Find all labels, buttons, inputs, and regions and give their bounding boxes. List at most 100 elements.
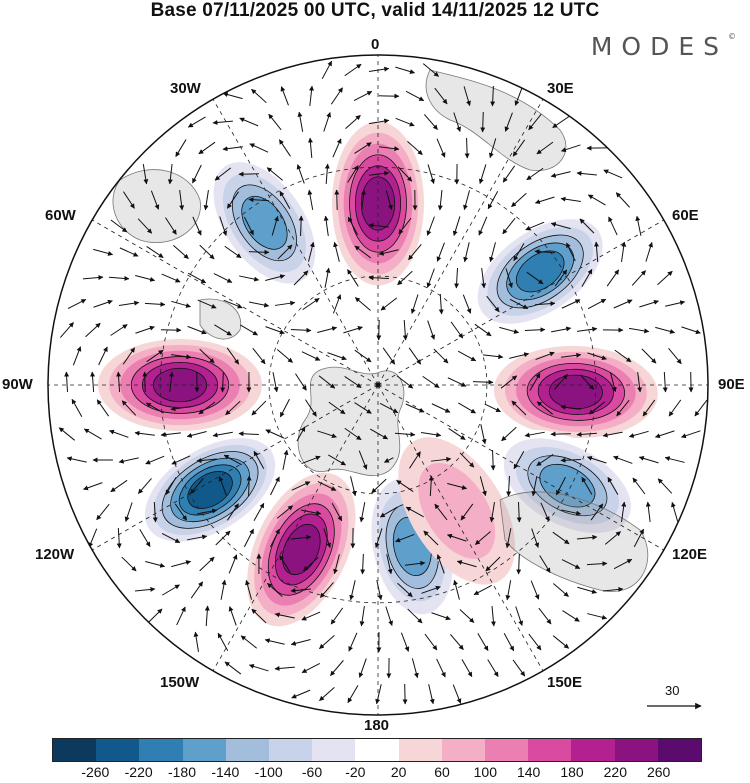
- wind-arrow: [251, 88, 267, 104]
- wind-arrow: [378, 146, 400, 152]
- map-border: [47, 54, 709, 716]
- wind-arrow: [602, 586, 624, 592]
- wind-arrow: [354, 349, 372, 363]
- wind-arrow: [586, 561, 608, 567]
- wind-arrow: [396, 479, 414, 493]
- wind-arrow: [631, 270, 646, 286]
- wind-arrow: [397, 166, 413, 182]
- wind-arrow: [331, 502, 343, 522]
- wind-arrow: [560, 457, 581, 463]
- wind-arrow: [147, 608, 163, 624]
- wind-arrow: [88, 528, 98, 548]
- polar-map: [47, 54, 709, 716]
- wind-arrow: [534, 196, 555, 205]
- wind-arrow: [560, 144, 581, 153]
- wind-arrow: [586, 455, 607, 464]
- wind-arrow: [301, 455, 321, 465]
- wind-arrow: [296, 164, 305, 184]
- wind-arrow: [576, 170, 597, 176]
- wind-arrow: [657, 270, 673, 286]
- wind-arrow: [317, 326, 338, 333]
- wind-arrow: [161, 273, 181, 283]
- wind-arrow: [505, 580, 512, 601]
- wind-arrow: [509, 352, 530, 359]
- wind-arrow: [459, 609, 475, 623]
- wind-arrow: [145, 402, 164, 414]
- wind-arrow: [122, 347, 136, 365]
- wind-arrow: [433, 348, 449, 364]
- wind-arrow: [395, 533, 415, 543]
- wind-arrow: [359, 502, 366, 523]
- wind-arrow: [587, 352, 607, 361]
- positive-center-150e-level: [418, 462, 496, 559]
- wind-arrow: [430, 456, 452, 462]
- wind-arrow: [463, 190, 471, 211]
- wind-arrow: [303, 556, 319, 572]
- wind-arrow: [645, 501, 651, 522]
- wind-arrow: [550, 171, 571, 178]
- wind-arrow: [290, 588, 311, 594]
- positive-center-90w: [98, 339, 262, 431]
- wind-arrow: [82, 275, 104, 281]
- wind-arrow: [436, 554, 445, 574]
- wind-arrow: [655, 326, 676, 334]
- negative-center-30w: [204, 150, 325, 295]
- wind-arrow: [576, 431, 597, 437]
- colorbar-tick-label: -180: [167, 764, 197, 780]
- wind-arrow: [554, 374, 568, 390]
- wind-arrow: [265, 326, 285, 335]
- wind-arrow: [110, 324, 128, 336]
- wind-arrow: [228, 554, 238, 574]
- lon-label-90w: 90W: [2, 376, 33, 393]
- colorbar-tick-label: -100: [254, 764, 283, 780]
- wind-arrow: [282, 449, 289, 470]
- wind-arrow: [379, 402, 399, 414]
- wind-arrow: [347, 216, 359, 236]
- wind-arrow: [561, 299, 581, 309]
- wind-arrow: [212, 431, 233, 438]
- colorbar-swatch: [96, 739, 140, 761]
- wind-arrow: [347, 269, 359, 287]
- wind-arrow: [434, 503, 448, 521]
- wind-arrow: [146, 246, 164, 258]
- wind-arrow: [437, 190, 443, 211]
- colorbar-tick-label: 220: [603, 764, 628, 780]
- wind-arrow: [665, 300, 686, 307]
- wind-arrow: [116, 371, 122, 393]
- wind-arrow: [193, 631, 199, 652]
- wind-arrow: [226, 191, 239, 209]
- wind-arrow: [616, 399, 630, 417]
- wind-arrow: [358, 658, 367, 678]
- wind-arrow: [297, 111, 304, 132]
- wind-arrow: [123, 191, 135, 209]
- wind-arrow: [142, 164, 149, 185]
- wind-arrow: [534, 301, 556, 307]
- colorbar-tick-label: 180: [560, 764, 584, 780]
- wind-arrow: [402, 319, 408, 341]
- wind-arrow: [139, 529, 151, 548]
- wind-arrow: [332, 294, 342, 314]
- wind-arrow: [298, 215, 304, 237]
- wind-arrow: [171, 560, 192, 568]
- meridian-line: [377, 384, 552, 686]
- wind-arrow: [215, 530, 231, 546]
- wind-arrow: [354, 402, 372, 414]
- wind-arrow: [240, 324, 258, 336]
- wind-arrow: [135, 325, 155, 334]
- landmass-outline: [425, 69, 567, 172]
- wind-arrow: [196, 458, 217, 464]
- wind-arrow: [524, 327, 546, 333]
- wind-arrow: [490, 605, 496, 627]
- wind-arrow: [347, 165, 359, 183]
- wind-arrow: [485, 556, 501, 572]
- wind-arrow: [376, 580, 383, 601]
- coastlines: [112, 69, 649, 592]
- meridian-line: [377, 211, 679, 386]
- wind-arrow: [223, 299, 243, 309]
- wind-arrow: [253, 502, 265, 521]
- wind-arrow: [581, 476, 593, 495]
- wind-arrow: [423, 114, 438, 130]
- colorbar-swatch: [657, 739, 702, 761]
- wind-arrow: [109, 429, 129, 438]
- wind-arrow: [291, 481, 311, 491]
